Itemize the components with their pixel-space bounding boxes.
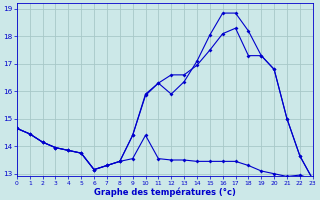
X-axis label: Graphe des températures (°c): Graphe des températures (°c)	[94, 187, 236, 197]
